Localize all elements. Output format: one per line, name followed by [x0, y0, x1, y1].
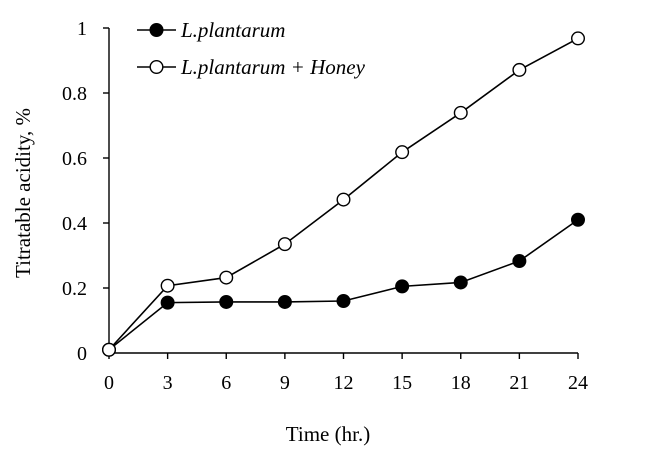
data-point [571, 31, 586, 46]
y-tick-label: 1 [77, 18, 87, 40]
data-point [101, 342, 116, 357]
data-point [395, 279, 410, 294]
y-tick-label: 0.8 [62, 83, 87, 105]
data-point [395, 145, 410, 160]
legend-marker [149, 60, 164, 75]
data-point [336, 192, 351, 207]
x-tick-label: 24 [568, 372, 588, 394]
axes: 0 0.2 0.4 0.6 0.8 1 0 3 6 9 12 15 18 21 24 [62, 18, 588, 394]
y-tick-label: 0.6 [62, 148, 87, 170]
y-tick-label: 0.4 [62, 213, 87, 235]
x-tick-label: 0 [104, 372, 114, 394]
x-axis-title: Time (hr.) [286, 422, 370, 446]
data-point [160, 295, 175, 310]
legend-label: L.plantarum + Honey [180, 55, 366, 79]
x-tick-label: 6 [221, 372, 231, 394]
series-2 [101, 31, 586, 357]
legend-marker [149, 23, 164, 38]
legend: L.plantarum L.plantarum + Honey [137, 18, 366, 79]
x-tick-label: 21 [509, 372, 529, 394]
series-layer [101, 31, 586, 357]
data-point [277, 237, 292, 252]
x-tick-label: 3 [163, 372, 173, 394]
data-point [453, 105, 468, 120]
x-tick-label: 12 [334, 372, 354, 394]
data-point [571, 212, 586, 227]
data-point [336, 294, 351, 309]
x-tick-label: 15 [392, 372, 412, 394]
x-tick-label: 9 [280, 372, 290, 394]
legend-label: L.plantarum [180, 18, 285, 42]
data-point [219, 294, 234, 309]
data-point [277, 294, 292, 309]
data-point [219, 270, 234, 285]
data-point [160, 278, 175, 293]
y-tick-label: 0 [77, 343, 87, 365]
data-point [512, 254, 527, 269]
data-point [453, 275, 468, 290]
y-axis-title: Titratable acidity, % [11, 108, 35, 278]
data-point [512, 62, 527, 77]
y-tick-label: 0.2 [62, 278, 87, 300]
x-tick-label: 18 [451, 372, 471, 394]
